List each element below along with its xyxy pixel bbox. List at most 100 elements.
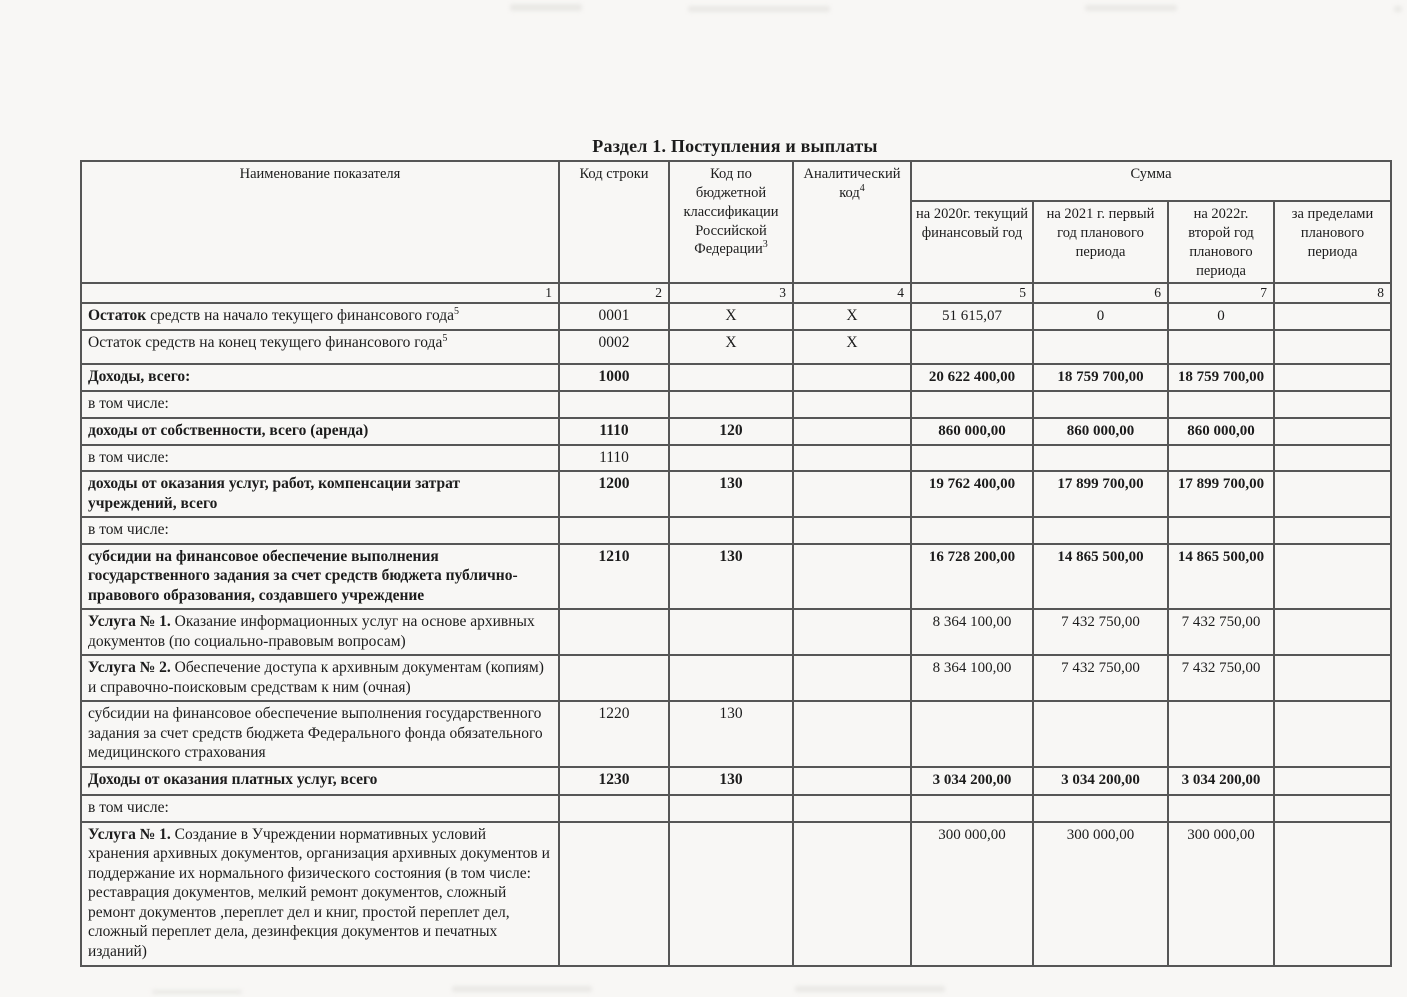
- col-header-2022: на 2022г. второй год планового периода: [1167, 199, 1275, 285]
- cell-line-code: 1230: [558, 766, 670, 796]
- cell-analytic-code: X: [792, 302, 912, 332]
- cell-sum-beyond-period: [1273, 516, 1392, 545]
- cell-sum-2021: [1032, 390, 1169, 419]
- col-header-beyond-period: за пределами планового периода: [1273, 199, 1392, 285]
- cell-sum-beyond-period: [1273, 794, 1392, 823]
- cell-sum-2020: [910, 794, 1034, 823]
- cell-kbk-code: 130: [668, 766, 794, 796]
- cell-sum-2021: 0: [1032, 302, 1169, 332]
- cell-analytic-code: [792, 700, 912, 768]
- cell-sum-2020: 3 034 200,00: [910, 766, 1034, 796]
- cell-kbk-code: X: [668, 329, 794, 366]
- col-header-2020: на 2020г. текущий финансовый год: [910, 199, 1034, 285]
- cell-analytic-code: [792, 443, 912, 473]
- indicator-name-lead: Остаток: [88, 307, 147, 325]
- cell-sum-2022: 860 000,00: [1167, 416, 1275, 446]
- section1-table: Наименование показателя Код строки Код п…: [80, 159, 1392, 967]
- column-number: 5: [910, 282, 1034, 305]
- cell-sum-2022: [1167, 700, 1275, 768]
- cell-line-code: 1210: [558, 542, 670, 611]
- col-header-analytic-label: Аналитический код: [803, 166, 901, 201]
- cell-sum-beyond-period: [1273, 766, 1392, 796]
- cell-sum-2020: [910, 443, 1034, 473]
- cell-kbk-code: 130: [668, 470, 794, 519]
- column-number: 4: [792, 282, 912, 305]
- cell-analytic-code: [792, 654, 912, 703]
- table-row: Услуга № 1. Создание в Учреждении нормат…: [80, 820, 1392, 967]
- col-header-2021: на 2021 г. первый год планового периода: [1032, 199, 1169, 285]
- cell-sum-2022: 3 034 200,00: [1167, 766, 1275, 796]
- cell-indicator-name: в том числе:: [80, 390, 560, 419]
- table-row: Услуга № 1. Оказание информационных услу…: [80, 608, 1392, 657]
- cell-indicator-name: Доходы от оказания платных услуг, всего: [80, 766, 560, 796]
- cell-sum-2020: 8 364 100,00: [910, 654, 1034, 703]
- scan-artifact: [152, 990, 242, 994]
- cell-sum-2022: 14 865 500,00: [1167, 542, 1275, 611]
- cell-line-code: 1200: [558, 470, 670, 519]
- cell-sum-beyond-period: [1273, 820, 1392, 967]
- cell-sum-2021: 300 000,00: [1032, 820, 1169, 967]
- cell-line-code: 0001: [558, 302, 670, 332]
- cell-sum-2022: [1167, 390, 1275, 419]
- cell-line-code: 1110: [558, 443, 670, 473]
- cell-sum-2021: [1032, 794, 1169, 823]
- cell-sum-2021: 7 432 750,00: [1032, 608, 1169, 657]
- cell-sum-2021: [1032, 329, 1169, 366]
- cell-kbk-code: 130: [668, 542, 794, 611]
- cell-indicator-name: Услуга № 1. Оказание информационных услу…: [80, 608, 560, 657]
- cell-line-code: 1220: [558, 700, 670, 768]
- cell-kbk-code: [668, 390, 794, 419]
- cell-sum-2020: 8 364 100,00: [910, 608, 1034, 657]
- table-row: в том числе:: [80, 516, 1392, 545]
- col-header-kbk-label: Код по бюджетной классификации Российско…: [683, 166, 779, 258]
- cell-sum-2020: 860 000,00: [910, 416, 1034, 446]
- cell-line-code: [558, 390, 670, 419]
- cell-sum-beyond-period: [1273, 390, 1392, 419]
- cell-analytic-code: [792, 820, 912, 967]
- cell-indicator-name: Услуга № 1. Создание в Учреждении нормат…: [80, 820, 560, 967]
- cell-analytic-code: [792, 794, 912, 823]
- cell-line-code: [558, 820, 670, 967]
- scan-artifact: [1085, 5, 1177, 11]
- cell-sum-2022: [1167, 516, 1275, 545]
- col-header-kbk: Код по бюджетной классификации Российско…: [668, 159, 794, 285]
- table-row: Доходы, всего: 1000 20 622 400,00 18 759 70…: [80, 363, 1392, 393]
- cell-sum-2021: 14 865 500,00: [1032, 542, 1169, 611]
- indicator-name-lead: Услуга № 1.: [88, 825, 171, 843]
- cell-indicator-name: Остаток средств на начало текущего финан…: [80, 302, 560, 332]
- footnote-marker: 5: [454, 306, 460, 318]
- table-row: доходы от оказания услуг, работ, компенс…: [80, 470, 1392, 519]
- scan-artifact: [452, 986, 592, 992]
- cell-indicator-name: Услуга № 2. Обеспечение доступа к архивн…: [80, 654, 560, 703]
- table-row: субсидии на финансовое обеспечение выпол…: [80, 542, 1392, 611]
- cell-sum-2020: [910, 390, 1034, 419]
- cell-indicator-name: Доходы, всего:: [80, 363, 560, 393]
- cell-analytic-code: [792, 608, 912, 657]
- cell-sum-2022: 300 000,00: [1167, 820, 1275, 967]
- table-row: Доходы от оказания платных услуг, всего 1…: [80, 766, 1392, 796]
- footnote-marker: 4: [859, 183, 865, 195]
- cell-sum-2022: 0: [1167, 302, 1275, 332]
- cell-sum-2021: 17 899 700,00: [1032, 470, 1169, 519]
- cell-sum-beyond-period: [1273, 302, 1392, 332]
- cell-sum-2021: 3 034 200,00: [1032, 766, 1169, 796]
- cell-kbk-code: 120: [668, 416, 794, 446]
- cell-sum-2021: [1032, 516, 1169, 545]
- cell-analytic-code: [792, 363, 912, 393]
- col-header-sum: Сумма: [910, 160, 1392, 202]
- cell-kbk-code: [668, 654, 794, 703]
- cell-line-code: [558, 654, 670, 703]
- table-row: в том числе:: [80, 794, 1392, 823]
- cell-sum-2022: [1167, 443, 1275, 473]
- cell-sum-2022: 7 432 750,00: [1167, 654, 1275, 703]
- footnote-marker: 3: [762, 239, 768, 251]
- cell-analytic-code: [792, 390, 912, 419]
- cell-sum-2020: 16 728 200,00: [910, 542, 1034, 611]
- cell-sum-2021: 7 432 750,00: [1032, 654, 1169, 703]
- cell-sum-2022: [1167, 329, 1275, 366]
- table-row: в том числе: 1110: [80, 443, 1392, 473]
- cell-analytic-code: [792, 766, 912, 796]
- cell-sum-2020: 51 615,07: [910, 302, 1034, 332]
- cell-analytic-code: X: [792, 329, 912, 366]
